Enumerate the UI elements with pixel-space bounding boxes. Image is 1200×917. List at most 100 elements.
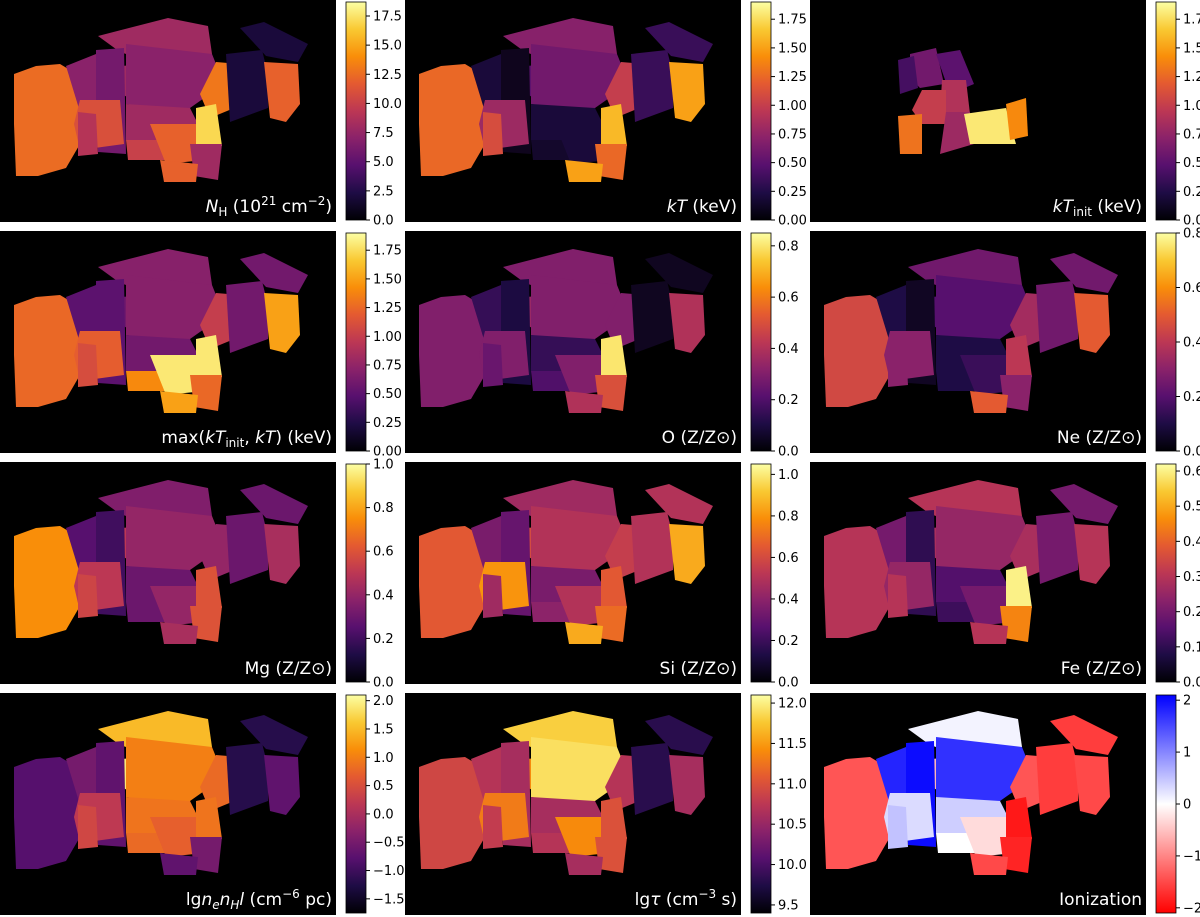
colorbar-tick-label: 1.75	[373, 244, 402, 259]
map-region	[471, 516, 507, 574]
heatmap-panel: lgnenHl (cm−6 pc) −1.5 −1.0 −0.5 0.0 0.5 1.0 1.…	[0, 693, 405, 915]
heatmap-panel: kT (keV) 0.00 0.25 0.50 0.75 1.00 1.25 1.50 1.75	[405, 0, 807, 229]
colorbar-tick-label: 1.25	[1183, 70, 1200, 85]
map-region	[645, 253, 713, 293]
map-region	[1036, 512, 1078, 584]
colorbar-tick-label: 0.6	[1183, 465, 1200, 480]
map-region	[555, 586, 609, 626]
panel-label: Mg (Z/Z⊙)	[245, 659, 332, 679]
map-region	[160, 391, 198, 413]
colorbar-tick-label: 0.5	[1183, 500, 1200, 515]
colorbar-tick-label: 0.5	[373, 779, 394, 794]
map-region	[160, 853, 198, 875]
map-region	[471, 747, 507, 805]
map-region	[1006, 566, 1032, 610]
colorbar-tick-label: 0.50	[373, 387, 402, 402]
colorbar	[750, 1, 772, 221]
map-region	[970, 853, 1008, 875]
map-region	[150, 586, 204, 626]
map-region	[595, 144, 627, 180]
colorbar-tick-label: 0.50	[1183, 156, 1200, 171]
map-region	[150, 124, 204, 164]
map-region	[970, 391, 1008, 413]
map-region	[888, 574, 908, 618]
colorbar-tick-label: 0.75	[778, 127, 807, 142]
map-region	[565, 853, 603, 875]
colorbar	[750, 232, 772, 452]
map-region	[226, 281, 268, 353]
colorbar-tick-label: 1.25	[778, 70, 807, 85]
map-region	[631, 512, 673, 584]
map-region	[150, 817, 204, 857]
map-region	[1036, 743, 1078, 815]
map-region	[196, 797, 222, 841]
map-region	[226, 512, 268, 584]
map-region	[240, 253, 308, 293]
colorbar-tick-label: 0.0	[778, 676, 799, 691]
colorbar-tick-label: 0.6	[373, 545, 394, 560]
map-region	[264, 755, 300, 815]
map-region	[669, 524, 705, 584]
colorbar-tick-label: −0.5	[373, 836, 405, 851]
map-region	[970, 622, 1008, 644]
map-region	[196, 566, 222, 610]
colorbar-tick-label: 1.0	[373, 458, 394, 473]
map-region-left-lobe	[824, 295, 896, 407]
map-region	[595, 606, 627, 642]
map-region	[898, 114, 922, 154]
colorbar-tick-label: 0.00	[778, 214, 807, 229]
map-region	[531, 44, 629, 108]
colorbar	[345, 1, 367, 221]
colorbar-tick-label: 1.5	[373, 722, 394, 737]
colorbar-tick-label: 0.4	[1183, 336, 1200, 351]
heatmap-panel: Ionization −2 −1 0 1 2	[810, 693, 1200, 916]
panel-label: kT (keV)	[667, 197, 737, 217]
panel-label: max(kTinit, kT) (keV)	[161, 428, 332, 450]
map-region	[595, 375, 627, 411]
map-region	[78, 574, 98, 618]
colorbar-tick-label: 0.8	[778, 509, 799, 524]
map-region	[645, 484, 713, 524]
colorbar-tick-label: 1.50	[1183, 41, 1200, 56]
colorbar-tick-label: 1	[1183, 746, 1191, 761]
map-region	[264, 62, 300, 122]
colorbar-tick-label: 0.2	[778, 393, 799, 408]
colorbar-tick-label: 0.0	[373, 676, 394, 691]
panel-background	[810, 0, 1146, 222]
colorbar-tick-label: 1.75	[1183, 13, 1200, 28]
map-region	[910, 48, 944, 88]
map-region	[876, 516, 912, 574]
colorbar-tick-label: 17.5	[373, 9, 402, 24]
map-region	[601, 104, 627, 148]
colorbar-tick-label: 2	[1183, 694, 1191, 709]
colorbar-tick-label: 0.2	[778, 634, 799, 649]
map-region	[196, 104, 222, 148]
colorbar-tick-label: −1.0	[373, 864, 405, 879]
map-region	[1000, 375, 1032, 411]
map-region	[66, 285, 102, 343]
map-region	[471, 54, 507, 112]
map-region	[960, 586, 1014, 626]
map-region	[483, 805, 503, 849]
map-region	[964, 108, 1016, 144]
map-region	[126, 506, 224, 570]
map-region	[66, 516, 102, 574]
colorbar	[1155, 694, 1177, 914]
map-region	[160, 160, 198, 182]
map-region	[78, 805, 98, 849]
map-region	[78, 112, 98, 156]
heatmap-panel: max(kTinit, kT) (keV) 0.00 0.25 0.50 0.75 1.0…	[0, 231, 402, 460]
colorbar	[1155, 1, 1177, 221]
map-region	[888, 805, 908, 849]
map-region	[240, 22, 308, 62]
colorbar-tick-label: 10.5	[778, 818, 807, 833]
map-region	[645, 715, 713, 755]
map-region	[898, 56, 918, 94]
map-region	[471, 285, 507, 343]
map-region-left-lobe	[824, 757, 896, 869]
colorbar-tick-label: 11.5	[778, 737, 807, 752]
heatmap-panel: Si (Z/Z⊙) 0.0 0.2 0.4 0.6 0.8 1.0	[405, 462, 799, 691]
map-region	[960, 355, 1014, 395]
map-region	[669, 62, 705, 122]
